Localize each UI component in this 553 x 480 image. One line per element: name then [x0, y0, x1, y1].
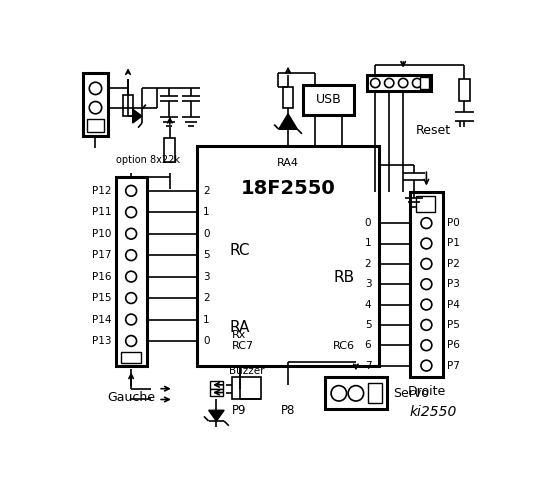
Text: P8: P8: [281, 404, 296, 417]
Text: 5: 5: [365, 320, 372, 330]
Text: P5: P5: [447, 320, 460, 330]
Bar: [325, 377, 387, 409]
Text: P7: P7: [447, 360, 460, 371]
Text: P1: P1: [447, 239, 460, 249]
Text: P14: P14: [92, 314, 112, 324]
Text: 1: 1: [365, 239, 372, 249]
Text: 2: 2: [365, 259, 372, 269]
Text: USB: USB: [316, 94, 341, 107]
Text: P3: P3: [447, 279, 460, 289]
Bar: [197, 146, 379, 366]
Text: 18F2550: 18F2550: [241, 179, 336, 198]
Text: 1: 1: [203, 314, 210, 324]
Text: Servo: Servo: [393, 387, 429, 400]
Text: P12: P12: [92, 186, 112, 196]
Bar: [303, 84, 353, 115]
Text: P9: P9: [232, 404, 247, 417]
Bar: [459, 79, 470, 101]
Text: 7: 7: [365, 360, 372, 371]
Polygon shape: [208, 410, 224, 421]
Text: Buzzer: Buzzer: [229, 366, 264, 376]
Polygon shape: [279, 114, 298, 129]
Bar: [116, 177, 147, 366]
Text: 4: 4: [365, 300, 372, 310]
Bar: [83, 73, 108, 136]
Text: RC6: RC6: [332, 341, 354, 351]
Text: 6: 6: [365, 340, 372, 350]
Text: RA: RA: [229, 320, 250, 335]
Text: RA4: RA4: [277, 158, 299, 168]
Bar: [410, 192, 442, 377]
Bar: [210, 381, 222, 389]
Text: RC: RC: [229, 242, 250, 258]
Bar: [283, 87, 294, 108]
Bar: [232, 377, 262, 399]
Bar: [121, 352, 141, 362]
Text: P13: P13: [92, 336, 112, 346]
Bar: [87, 119, 104, 132]
Text: 3: 3: [365, 279, 372, 289]
Bar: [416, 196, 435, 212]
Text: 0: 0: [365, 218, 372, 228]
Bar: [368, 74, 431, 92]
Text: Gauche: Gauche: [107, 392, 155, 405]
Text: P4: P4: [447, 300, 460, 310]
Text: 1: 1: [203, 207, 210, 217]
Text: P11: P11: [92, 207, 112, 217]
Text: RC7: RC7: [232, 341, 254, 351]
Text: 0: 0: [203, 228, 210, 239]
Text: 2: 2: [203, 186, 210, 196]
Text: P10: P10: [92, 228, 112, 239]
Bar: [164, 138, 175, 162]
Text: 3: 3: [203, 272, 210, 282]
Text: P17: P17: [92, 250, 112, 260]
Text: 0: 0: [203, 336, 210, 346]
Text: P6: P6: [447, 340, 460, 350]
Text: P2: P2: [447, 259, 460, 269]
Text: P16: P16: [92, 272, 112, 282]
Text: ki2550: ki2550: [409, 405, 457, 419]
Polygon shape: [133, 109, 142, 123]
Text: RB: RB: [333, 270, 355, 285]
Text: option 8x22k: option 8x22k: [116, 155, 180, 165]
Bar: [210, 389, 222, 396]
Text: P15: P15: [92, 293, 112, 303]
Text: Reset: Reset: [415, 124, 451, 137]
Text: Rx: Rx: [232, 330, 246, 340]
Bar: [420, 77, 429, 89]
Text: 2: 2: [203, 293, 210, 303]
Text: 5: 5: [203, 250, 210, 260]
Bar: [368, 384, 382, 403]
Text: P0: P0: [447, 218, 460, 228]
Text: Droite: Droite: [407, 384, 446, 397]
Bar: [123, 95, 133, 116]
